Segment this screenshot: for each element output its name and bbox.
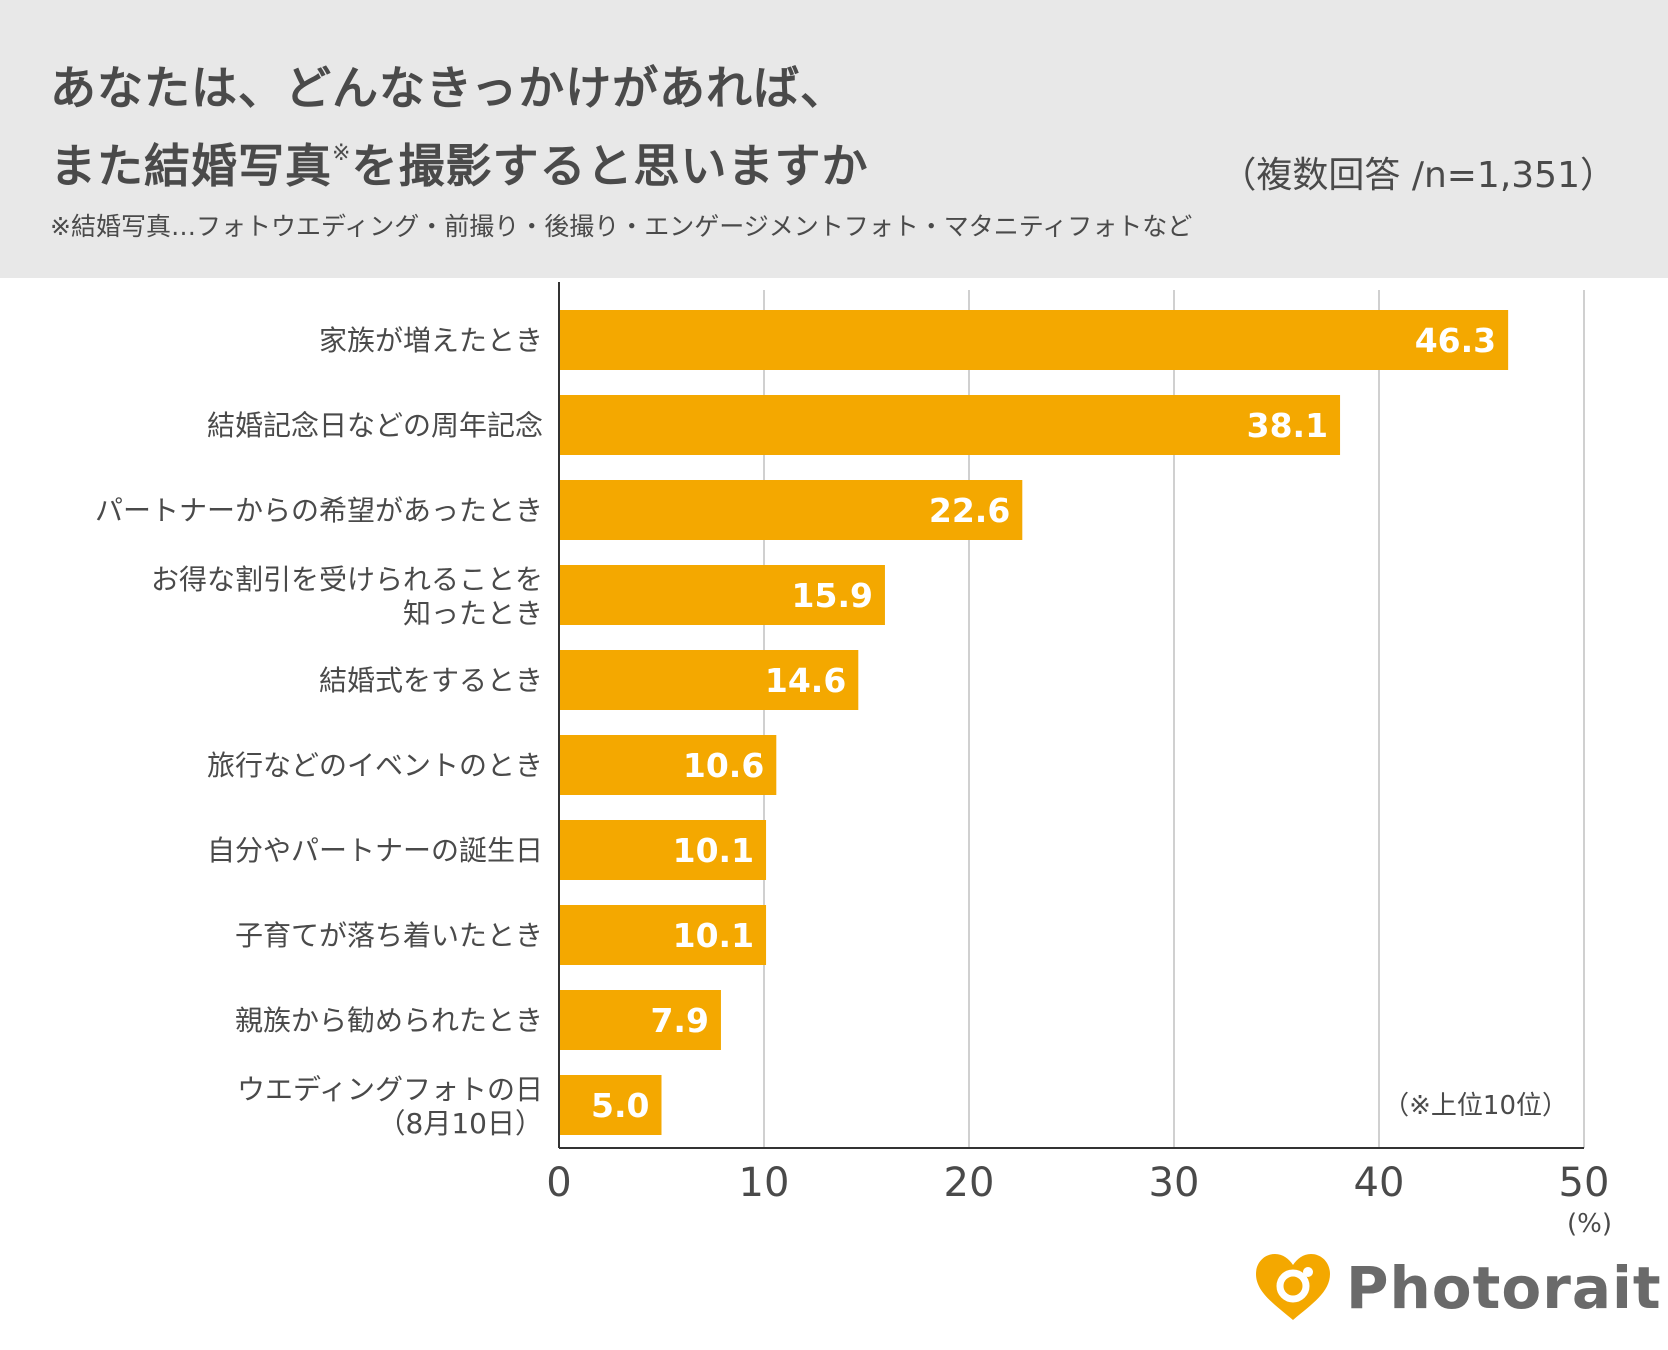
ranking-footnote: （※上位10位） [1383, 1091, 1568, 1121]
bar [559, 395, 1341, 455]
chart-title-line2-start: また結婚写真 [50, 139, 332, 193]
bar [559, 905, 767, 965]
category-label: ウエディングフォトの日 [237, 1073, 543, 1106]
category-label: 結婚記念日などの周年記念 [207, 409, 543, 442]
data-label: 15.9 [792, 576, 873, 615]
heart-logo-icon [1256, 1254, 1330, 1320]
bar [559, 565, 885, 625]
category-label: 親族から勧められたとき [235, 1004, 543, 1037]
x-tick-label: 10 [739, 1160, 790, 1206]
category-label: お得な割引を受けられることを [151, 563, 543, 596]
data-label: 46.3 [1415, 321, 1496, 360]
data-label: 5.0 [591, 1086, 649, 1125]
category-label: パートナーからの希望があったとき [95, 494, 543, 527]
data-label: 38.1 [1247, 406, 1328, 445]
x-tick-label: 30 [1149, 1160, 1200, 1206]
chart-title-line2-end: を撮影すると思いますか [351, 139, 869, 193]
chart-title-line1: あなたは、どんなきっかけがあれば、 [50, 61, 848, 115]
bar [559, 820, 767, 880]
bar [559, 650, 859, 710]
chart-title-line2: また結婚写真※を撮影すると思いますか [50, 130, 868, 196]
data-label: 10.6 [683, 746, 764, 785]
category-label: 旅行などのイベントのとき [207, 749, 543, 782]
data-label: 10.1 [673, 916, 754, 955]
definition-note: ※結婚写真…フォトウエディング・前撮り・後撮り・エンゲージメントフォト・マタニテ… [50, 212, 1193, 241]
category-label: 知ったとき [403, 597, 543, 630]
category-label: 子育てが落ち着いたとき [235, 919, 543, 952]
bar [559, 1075, 662, 1135]
title-note-mark: ※ [332, 141, 352, 166]
bar [559, 735, 777, 795]
bar [559, 480, 1023, 540]
x-tick-label: 40 [1354, 1160, 1405, 1206]
header-panel: あなたは、どんなきっかけがあれば、 また結婚写真※を撮影すると思いますか （複数… [0, 0, 1668, 278]
brand-logo: Photorait [1254, 1252, 1661, 1322]
x-tick-label: 0 [546, 1160, 571, 1206]
category-label: 家族が増えたとき [319, 324, 543, 357]
category-label: （8月10日） [378, 1107, 543, 1140]
data-label: 7.9 [650, 1001, 708, 1040]
unit-label: (%) [1567, 1209, 1612, 1239]
bar [559, 310, 1509, 370]
x-tick-label: 50 [1559, 1160, 1610, 1206]
category-label: 結婚式をするとき [319, 664, 543, 697]
bar [559, 990, 721, 1050]
brand-name: Photorait [1346, 1254, 1662, 1322]
category-label: 自分やパートナーの誕生日 [207, 834, 543, 867]
bar-chart: 46.3 家族が増えたとき 38.1 結婚記念日などの周年記念 22.6 パートナーからの… [95, 282, 1612, 1239]
data-label: 22.6 [929, 491, 1010, 530]
x-tick-label: 20 [944, 1160, 995, 1206]
sample-size: （複数回答 /n=1,351） [1220, 155, 1616, 196]
data-label: 10.1 [673, 831, 754, 870]
data-label: 14.6 [765, 661, 846, 700]
